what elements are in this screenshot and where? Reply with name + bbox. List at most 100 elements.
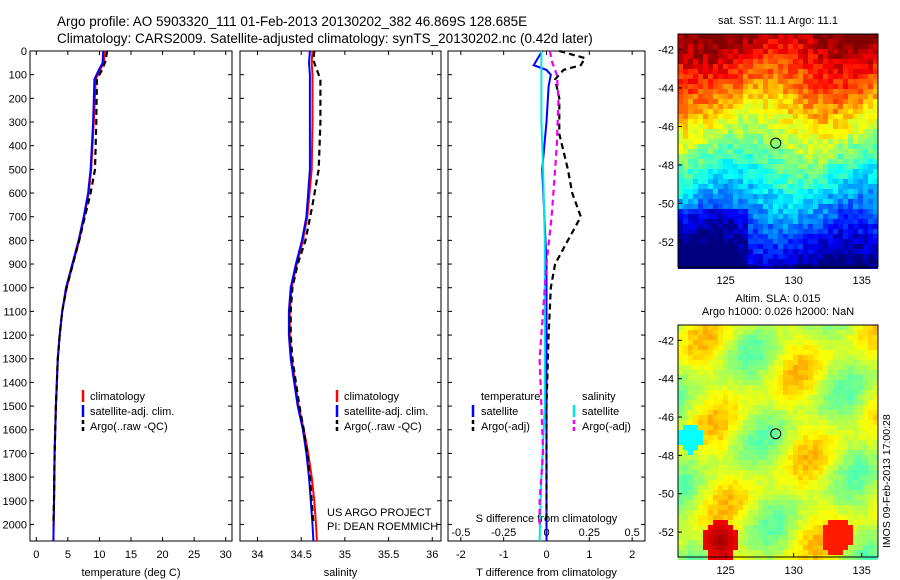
map-cell — [873, 169, 878, 174]
map-cell — [833, 104, 838, 109]
map-cell — [768, 535, 773, 540]
map-cell — [698, 229, 703, 234]
map-cell — [858, 129, 863, 134]
map-cell — [873, 144, 878, 149]
map-cell — [798, 335, 803, 340]
map-cell — [863, 119, 868, 124]
map-cell — [718, 435, 723, 440]
map-cell — [698, 380, 703, 385]
map-cell — [743, 49, 748, 54]
map-cell — [773, 209, 778, 214]
map-cell — [758, 495, 763, 500]
map-cell — [773, 375, 778, 380]
map-cell — [708, 214, 713, 219]
map-cell — [818, 495, 823, 500]
map-cell — [838, 535, 843, 540]
map-cell — [853, 209, 858, 214]
map-cell — [698, 535, 703, 540]
map-cell — [783, 84, 788, 89]
map-cell — [758, 154, 763, 159]
map-cell — [743, 179, 748, 184]
map-cell — [768, 330, 773, 335]
map-cell — [793, 525, 798, 530]
map-cell — [808, 500, 813, 505]
map-cell — [873, 415, 878, 420]
map-cell — [758, 450, 763, 455]
map-cell — [753, 390, 758, 395]
map-cell — [833, 164, 838, 169]
map-cell — [853, 495, 858, 500]
map-cell — [843, 450, 848, 455]
map-cell — [728, 540, 733, 545]
map-cell — [703, 64, 708, 69]
map-cell — [708, 490, 713, 495]
map-cell — [758, 410, 763, 415]
map-cell — [693, 189, 698, 194]
map-cell — [678, 395, 683, 400]
x-tick-label: 35 — [339, 549, 351, 561]
map-cell — [823, 39, 828, 44]
map-cell — [803, 365, 808, 370]
map-cell — [763, 390, 768, 395]
map-cell — [808, 340, 813, 345]
map-cell — [748, 204, 753, 209]
map-cell — [788, 500, 793, 505]
map-cell — [848, 365, 853, 370]
map-cell — [718, 49, 723, 54]
map-cell — [848, 89, 853, 94]
map-cell — [733, 515, 738, 520]
map-cell — [823, 149, 828, 154]
map-cell — [703, 154, 708, 159]
map-cell — [758, 530, 763, 535]
map-cell — [818, 244, 823, 249]
map-cell — [698, 124, 703, 129]
map-cell — [768, 129, 773, 134]
map-cell — [753, 365, 758, 370]
map-cell — [838, 460, 843, 465]
map-cell — [758, 345, 763, 350]
map-cell — [758, 480, 763, 485]
map-cell — [773, 184, 778, 189]
map-cell — [693, 214, 698, 219]
map-cell — [768, 505, 773, 510]
map-cell — [698, 164, 703, 169]
map-cell — [753, 199, 758, 204]
map-cell — [793, 194, 798, 199]
map-cell — [783, 355, 788, 360]
map-cell — [718, 420, 723, 425]
map-cell — [688, 495, 693, 500]
map-cell — [808, 154, 813, 159]
map-cell — [798, 470, 803, 475]
map-cell — [798, 530, 803, 535]
map-cell — [788, 415, 793, 420]
map-cell — [853, 69, 858, 74]
map-cell — [858, 490, 863, 495]
map-cell — [838, 335, 843, 340]
map-cell — [813, 209, 818, 214]
map-cell — [833, 325, 838, 330]
map-cell — [698, 495, 703, 500]
map-cell — [838, 49, 843, 54]
map-cell — [708, 455, 713, 460]
map-cell — [863, 104, 868, 109]
map-cell — [683, 400, 688, 405]
map-cell — [728, 440, 733, 445]
map-cell — [738, 460, 743, 465]
map-cell — [688, 219, 693, 224]
map-cell — [723, 129, 728, 134]
map-cell — [723, 229, 728, 234]
map-cell — [713, 535, 718, 540]
map-cell — [813, 239, 818, 244]
map-cell — [683, 249, 688, 254]
map-cell — [853, 425, 858, 430]
map-cell — [783, 249, 788, 254]
map-cell — [713, 370, 718, 375]
map-cell — [863, 495, 868, 500]
map-cell — [848, 84, 853, 89]
map-cell — [823, 239, 828, 244]
map-cell — [683, 214, 688, 219]
map-cell — [788, 69, 793, 74]
map-cell — [723, 149, 728, 154]
map-cell — [788, 450, 793, 455]
map-cell — [793, 465, 798, 470]
